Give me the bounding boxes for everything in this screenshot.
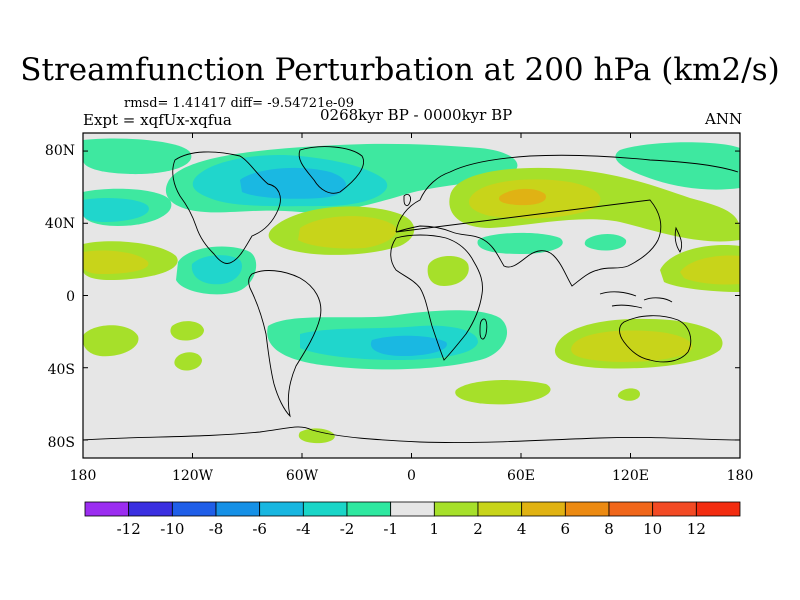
coastline-greenland <box>298 146 364 194</box>
contour-region-indian-ocean-high <box>455 380 551 405</box>
colorbar-box-7 <box>390 501 435 517</box>
colorbar-label-10: 6 <box>561 520 571 538</box>
colorbar-box-3 <box>215 501 261 517</box>
colorbar-box-14 <box>695 501 741 517</box>
colorbar-box-5 <box>302 501 348 517</box>
contour-region-asia-low <box>584 234 627 251</box>
colorbar-label-4: -4 <box>296 520 311 538</box>
colorbar-label-8: 2 <box>473 520 483 538</box>
lat-label-40n: 40N <box>45 216 75 232</box>
coastlines <box>83 146 740 443</box>
season-label: ANN <box>705 110 743 128</box>
coastline-japan <box>674 226 683 253</box>
contour-region-east-siberia <box>615 142 740 190</box>
colorbar-box-4 <box>259 501 304 517</box>
longitude-labels: 180 120W 60W 0 60E 120E 180 <box>70 468 754 484</box>
colorbar-label-13: 12 <box>687 520 706 538</box>
contour-region-south-pacific-high-small <box>170 321 204 341</box>
colorbar-box-13 <box>652 501 697 517</box>
colorbar-label-0: -12 <box>117 520 141 538</box>
coastline-africa <box>390 234 483 361</box>
contour-region-greenland-core <box>240 167 347 199</box>
coastline-antarctica <box>83 426 740 443</box>
period-label: 0268kyr BP - 0000kyr BP <box>320 106 513 124</box>
colorbar-label-3: -6 <box>252 520 267 538</box>
coastline-indonesia <box>599 291 673 309</box>
colorbar-label-7: 1 <box>430 520 440 538</box>
coastline-north-america <box>172 151 281 265</box>
coastline-madagascar <box>479 318 488 340</box>
colorbar-label-11: 8 <box>604 520 614 538</box>
contour-region-antarctic-high <box>298 428 335 444</box>
colorbar-box-6 <box>346 501 392 517</box>
lon-label-120w: 120W <box>172 468 214 484</box>
colorbar-box-9 <box>477 501 523 517</box>
colorbar-box-8 <box>433 501 479 517</box>
contour-region-pacific-northwest-core <box>83 198 149 222</box>
contour-region-west-pacific-high-core <box>680 255 740 285</box>
coastline-south-america <box>248 270 322 418</box>
contour-region-atlantic-high-inner <box>298 216 397 249</box>
colorbar-box-10 <box>521 501 566 517</box>
colorbar-labels: -12 -10 -8 -6 -4 -2 -1 1 2 4 6 8 10 12 <box>117 520 706 538</box>
contour-region-south-pacific-high <box>83 325 139 357</box>
lat-label-80s: 80S <box>48 435 75 451</box>
colorbar-label-6: -1 <box>383 520 398 538</box>
colorbar-label-5: -2 <box>340 520 355 538</box>
contour-region-pacific-north <box>83 138 192 175</box>
contour-region-south-atlantic-low-core <box>370 335 447 356</box>
contour-region-eurasia-high-core <box>499 188 546 206</box>
contour-region-east-pacific-high-core <box>83 250 149 274</box>
colorbar-box-11 <box>564 501 610 517</box>
coastline-eurasia <box>395 154 739 287</box>
lat-label-0: 0 <box>66 289 75 305</box>
streamfunction-field <box>83 138 740 444</box>
axis-ticks <box>82 133 741 458</box>
colorbar-label-1: -10 <box>160 520 184 538</box>
contour-region-india-low <box>477 232 563 254</box>
latitude-labels: 80N 40N 0 40S 80S <box>45 143 75 451</box>
contour-region-southeast-pacific-high <box>174 352 202 371</box>
rmsd-stats: rmsd= 1.41417 diff= -9.54721e-09 <box>124 96 354 111</box>
experiment-label: Expt = xqfUx-xqfua <box>83 111 232 129</box>
lon-label-60w: 60W <box>286 468 319 484</box>
lat-label-80n: 80N <box>45 143 75 159</box>
lat-label-40s: 40S <box>48 362 75 378</box>
colorbar <box>84 501 741 517</box>
coastline-australia <box>619 315 692 363</box>
contour-region-south-indian-high <box>617 388 640 401</box>
colorbar-label-9: 4 <box>517 520 527 538</box>
colorbar-box-1 <box>128 501 173 517</box>
lon-label-180e: 180 <box>727 468 754 484</box>
lon-label-180w: 180 <box>70 468 97 484</box>
colorbar-label-12: 10 <box>643 520 662 538</box>
lon-label-0: 0 <box>407 468 416 484</box>
contour-region-tropical-east-pacific-low-core <box>191 255 242 285</box>
colorbar-label-2: -8 <box>209 520 224 538</box>
contour-region-australia-high-core <box>571 330 693 362</box>
lon-label-60e: 60E <box>507 468 535 484</box>
contour-region-africa-high <box>427 255 469 286</box>
lon-label-120e: 120E <box>612 468 649 484</box>
colorbar-box-12 <box>608 501 654 517</box>
colorbar-box-2 <box>171 501 217 517</box>
coastline-uk <box>403 193 411 207</box>
colorbar-box-0 <box>84 501 130 517</box>
chart-title: Streamfunction Perturbation at 200 hPa (… <box>20 52 780 88</box>
